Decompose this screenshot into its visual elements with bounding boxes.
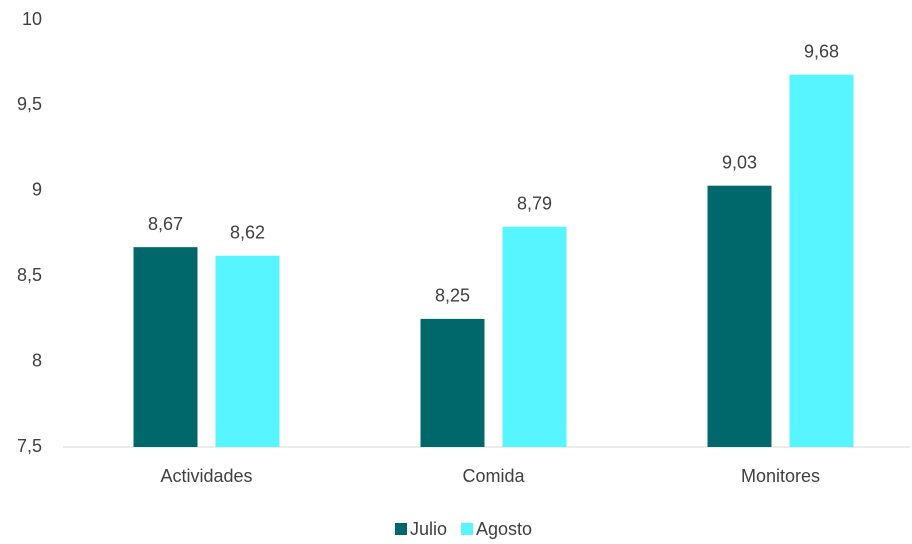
y-tick-label: 9 xyxy=(32,180,42,200)
y-tick-label: 9,5 xyxy=(17,94,42,114)
data-label: 9,03 xyxy=(722,152,757,172)
legend-label: Julio xyxy=(410,519,447,539)
legend-swatch xyxy=(461,523,474,535)
data-label: 8,25 xyxy=(435,286,470,306)
bar xyxy=(133,247,198,447)
y-tick-label: 7,5 xyxy=(17,436,42,456)
bar xyxy=(215,255,280,447)
y-tick-label: 10 xyxy=(22,9,42,29)
bar xyxy=(707,185,772,447)
y-tick-label: 8,5 xyxy=(17,265,42,285)
data-label: 8,67 xyxy=(148,214,183,234)
legend-label: Agosto xyxy=(476,519,532,539)
y-tick-label: 8 xyxy=(32,350,42,370)
data-label: 8,62 xyxy=(230,222,265,242)
bar xyxy=(789,74,854,447)
bar xyxy=(420,318,485,447)
x-tick-label: Comida xyxy=(462,466,525,486)
legend-swatch xyxy=(395,523,407,535)
bar xyxy=(502,226,567,447)
x-tick-label: Monitores xyxy=(741,466,820,486)
data-label: 9,68 xyxy=(804,41,839,61)
x-tick-label: Actividades xyxy=(160,466,252,486)
data-label: 8,79 xyxy=(517,193,552,213)
